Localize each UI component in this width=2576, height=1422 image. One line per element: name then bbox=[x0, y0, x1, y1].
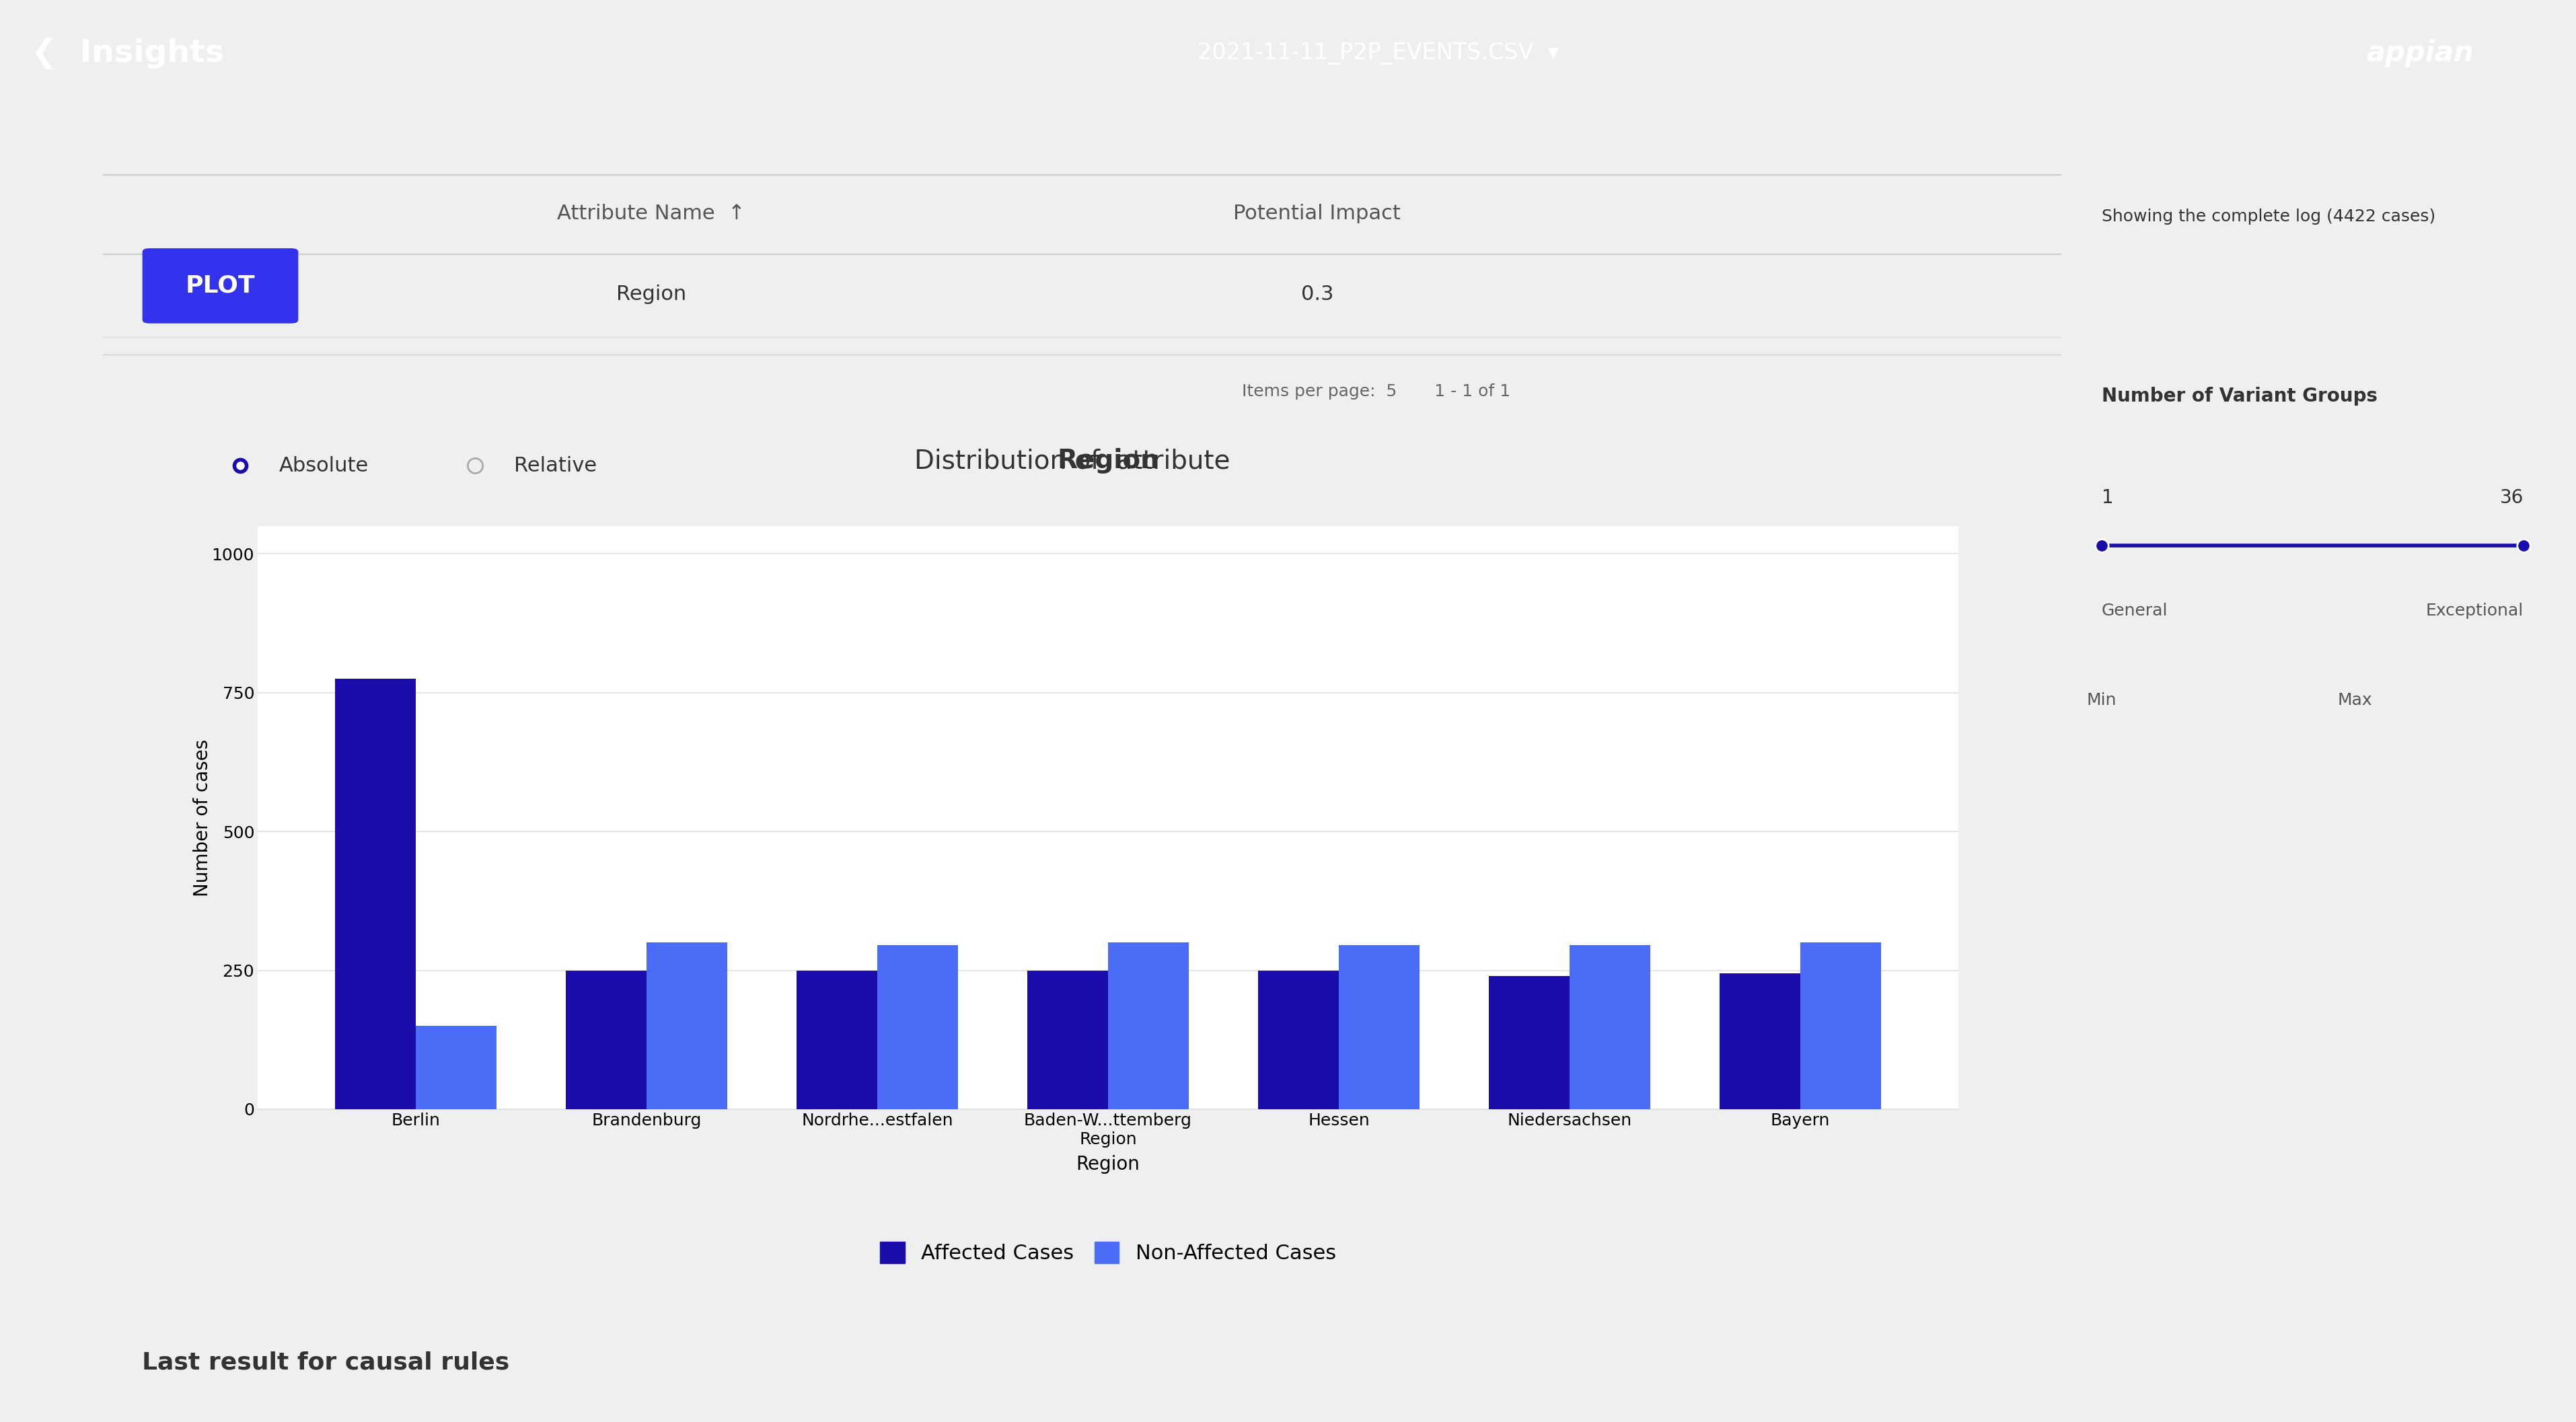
Text: appian: appian bbox=[2365, 40, 2473, 67]
Text: Attribute Name  ↑: Attribute Name ↑ bbox=[556, 203, 744, 223]
Text: Region: Region bbox=[1056, 448, 1159, 474]
Text: Region: Region bbox=[616, 284, 685, 304]
Bar bbox=[567, 970, 647, 1109]
Bar bbox=[415, 1025, 497, 1109]
Text: Max: Max bbox=[2336, 693, 2372, 708]
Text: ❮  Insights: ❮ Insights bbox=[31, 37, 224, 70]
Text: 0.3: 0.3 bbox=[1301, 284, 1334, 304]
Bar bbox=[1108, 943, 1188, 1109]
Bar bbox=[1489, 975, 1569, 1109]
Bar bbox=[796, 970, 876, 1109]
Bar bbox=[876, 946, 958, 1109]
Y-axis label: Number of cases: Number of cases bbox=[193, 739, 211, 896]
Text: Items per page:  5       1 - 1 of 1: Items per page: 5 1 - 1 of 1 bbox=[1242, 384, 1510, 400]
Bar bbox=[1257, 970, 1340, 1109]
Text: Number of Variant Groups: Number of Variant Groups bbox=[2102, 387, 2378, 405]
Bar bbox=[647, 943, 726, 1109]
Text: Min: Min bbox=[2087, 693, 2115, 708]
Text: 1: 1 bbox=[2102, 489, 2112, 508]
Legend: Affected Cases, Non-Affected Cases: Affected Cases, Non-Affected Cases bbox=[868, 1231, 1347, 1274]
Bar bbox=[1340, 946, 1419, 1109]
Text: PLOT: PLOT bbox=[185, 274, 255, 297]
FancyBboxPatch shape bbox=[142, 249, 299, 323]
Bar bbox=[1569, 946, 1649, 1109]
Text: 2021-11-11_P2P_EVENTS.CSV  ▾: 2021-11-11_P2P_EVENTS.CSV ▾ bbox=[1198, 43, 1558, 64]
Bar bbox=[1718, 973, 1801, 1109]
Text: attribute: attribute bbox=[1108, 448, 1229, 474]
Text: Showing the complete log (4422 cases): Showing the complete log (4422 cases) bbox=[2102, 209, 2434, 225]
Text: Relative: Relative bbox=[515, 456, 598, 475]
Text: General: General bbox=[2102, 603, 2166, 619]
Text: Distribution of: Distribution of bbox=[914, 448, 1108, 474]
Text: Exceptional: Exceptional bbox=[2424, 603, 2522, 619]
Text: 36: 36 bbox=[2499, 489, 2522, 508]
X-axis label: Region: Region bbox=[1077, 1155, 1139, 1173]
Bar bbox=[1028, 970, 1108, 1109]
Text: Absolute: Absolute bbox=[278, 456, 368, 475]
Text: Last result for causal rules: Last result for causal rules bbox=[142, 1351, 510, 1374]
Text: Potential Impact: Potential Impact bbox=[1234, 203, 1401, 223]
Bar bbox=[1801, 943, 1880, 1109]
Bar bbox=[335, 678, 415, 1109]
